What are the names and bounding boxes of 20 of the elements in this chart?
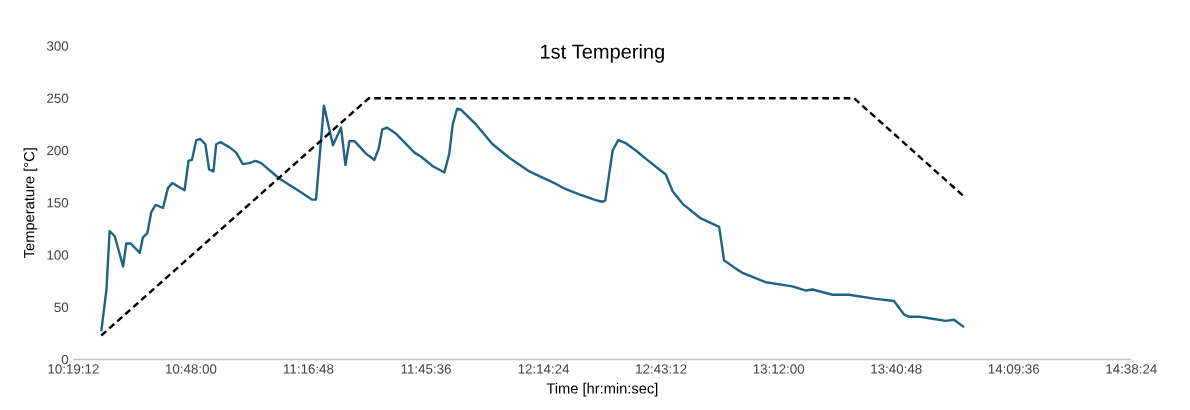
x-tick-label: 12:14:24: [518, 364, 570, 374]
x-tick-label: 14:38:24: [1106, 364, 1157, 374]
y-tick-label: 100: [47, 250, 69, 260]
x-tick-label: 10:48:00: [165, 364, 217, 374]
y-tick-label: 300: [46, 41, 69, 51]
x-tick-label: 10:19:12: [48, 364, 99, 374]
y-tick-label: 50: [54, 302, 69, 312]
y-tick-label: 250: [47, 93, 69, 103]
y-tick-label: 200: [47, 145, 69, 156]
y-tick-label: 0: [61, 354, 69, 365]
x-tick-label: 11:45:36: [401, 364, 451, 374]
x-tick-label: 11:16:48: [284, 364, 334, 374]
x-tick-label: 12:43:12: [636, 364, 687, 374]
y-axis-title: Temperature [°C]: [23, 148, 38, 258]
x-tick-label: 13:12:00: [753, 364, 805, 374]
x-axis-title: Time [hr:min:sec]: [546, 382, 658, 397]
y-tick-label: 150: [47, 197, 69, 208]
x-tick-label: 13:40:48: [871, 364, 922, 374]
chart-title: 1st Tempering: [541, 43, 664, 63]
x-tick-label: 14:09:36: [988, 364, 1040, 374]
